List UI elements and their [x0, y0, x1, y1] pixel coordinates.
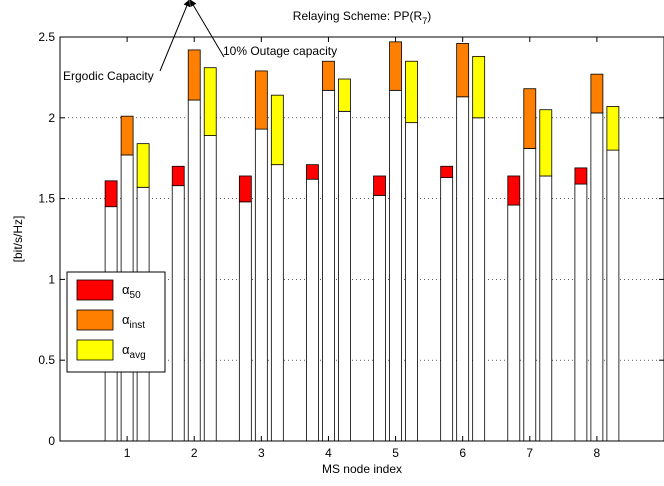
bar-outage	[338, 110, 351, 442]
bar-outage	[238, 201, 252, 442]
ticks: 0 0.5 1 1.5 2 2.5 1 2 3 4 5 6 7 8	[38, 30, 664, 460]
legend-label: α50	[122, 282, 141, 301]
bar-outage	[254, 128, 268, 442]
legend-label: αavg	[122, 342, 146, 361]
bar-ergodic-cap	[405, 60, 418, 124]
y-axis-label: [bit/s/Hz]	[11, 216, 25, 263]
bar-outage	[472, 117, 486, 442]
legend-swatch	[76, 279, 114, 301]
legend-label: αinst	[122, 312, 145, 331]
bar-outage	[322, 89, 335, 442]
bar-ergodic-cap	[456, 43, 470, 98]
bar-ergodic-cap	[322, 60, 335, 91]
bar-outage	[440, 177, 454, 442]
bar-ergodic-cap	[254, 70, 268, 130]
bar-ergodic-cap	[338, 78, 351, 112]
bar-outage	[389, 89, 402, 442]
x-axis-label: MS node index	[322, 462, 402, 476]
x-tick-label: 2	[191, 446, 198, 460]
bar-outage	[590, 112, 604, 442]
bar-ergodic-cap	[238, 175, 252, 203]
bar-ergodic-cap	[574, 167, 588, 185]
bar-ergodic-cap	[523, 88, 537, 149]
bar-ergodic-cap	[187, 49, 201, 101]
chart-title: Relaying Scheme: PP(R7)	[293, 9, 431, 26]
x-tick-label: 4	[325, 446, 332, 460]
bar-ergodic-cap	[389, 41, 402, 91]
axes-box	[59, 36, 664, 442]
y-tick-label: 2	[48, 111, 55, 125]
bar-outage	[405, 122, 418, 442]
bar-ergodic-cap	[171, 165, 185, 187]
bar-outage	[574, 183, 588, 442]
bar-outage	[203, 135, 217, 442]
legend: α50 αinst αavg	[66, 271, 166, 373]
bar-ergodic-cap	[120, 115, 134, 156]
annotation-arrow-ergodic	[159, 0, 191, 72]
x-tick-label: 7	[526, 446, 533, 460]
annotations: Ergodic Capacity 10% Outage capacity	[63, 0, 337, 83]
bar-ergodic-cap	[472, 55, 486, 119]
bar-ergodic-cap	[270, 94, 284, 166]
x-tick-label: 3	[258, 446, 265, 460]
bar-ergodic-cap	[539, 109, 553, 177]
bar-outage	[507, 204, 521, 442]
y-tick-label: 0	[48, 434, 55, 448]
legend-swatch	[76, 309, 114, 331]
bar-outage	[606, 149, 620, 442]
axes	[59, 36, 664, 442]
bar-outage	[187, 99, 201, 442]
bar-outage	[539, 175, 553, 442]
bar-ergodic-cap	[507, 175, 521, 206]
bar-outage	[171, 185, 185, 442]
bar-ergodic-cap	[104, 180, 118, 208]
y-tick-label: 1	[48, 272, 55, 286]
bar-ergodic-cap	[440, 165, 454, 178]
legend-swatch	[76, 339, 114, 361]
bar-ergodic-cap	[136, 143, 150, 188]
annotation-arrow-outage	[189, 0, 225, 58]
x-tick-label: 5	[392, 446, 399, 460]
annotation-outage-capacity: 10% Outage capacity	[223, 44, 337, 58]
y-tick-label: 2.5	[38, 30, 55, 44]
bar-ergodic-cap	[590, 73, 604, 114]
bar-outage	[456, 96, 470, 442]
bar-outage	[306, 178, 319, 442]
x-tick-label: 1	[124, 446, 131, 460]
annotation-ergodic-capacity: Ergodic Capacity	[63, 69, 154, 83]
bars	[104, 41, 620, 442]
y-tick-label: 0.5	[38, 353, 55, 367]
x-tick-label: 6	[459, 446, 466, 460]
bar-outage	[373, 194, 386, 442]
bar-ergodic-cap	[306, 164, 319, 180]
x-tick-label: 8	[594, 446, 601, 460]
bar-outage	[270, 164, 284, 442]
bar-ergodic-cap	[373, 175, 386, 196]
y-tick-label: 1.5	[38, 192, 55, 206]
bar-ergodic-cap	[606, 106, 620, 151]
bar-outage	[523, 148, 537, 442]
bar-ergodic-cap	[203, 67, 217, 136]
